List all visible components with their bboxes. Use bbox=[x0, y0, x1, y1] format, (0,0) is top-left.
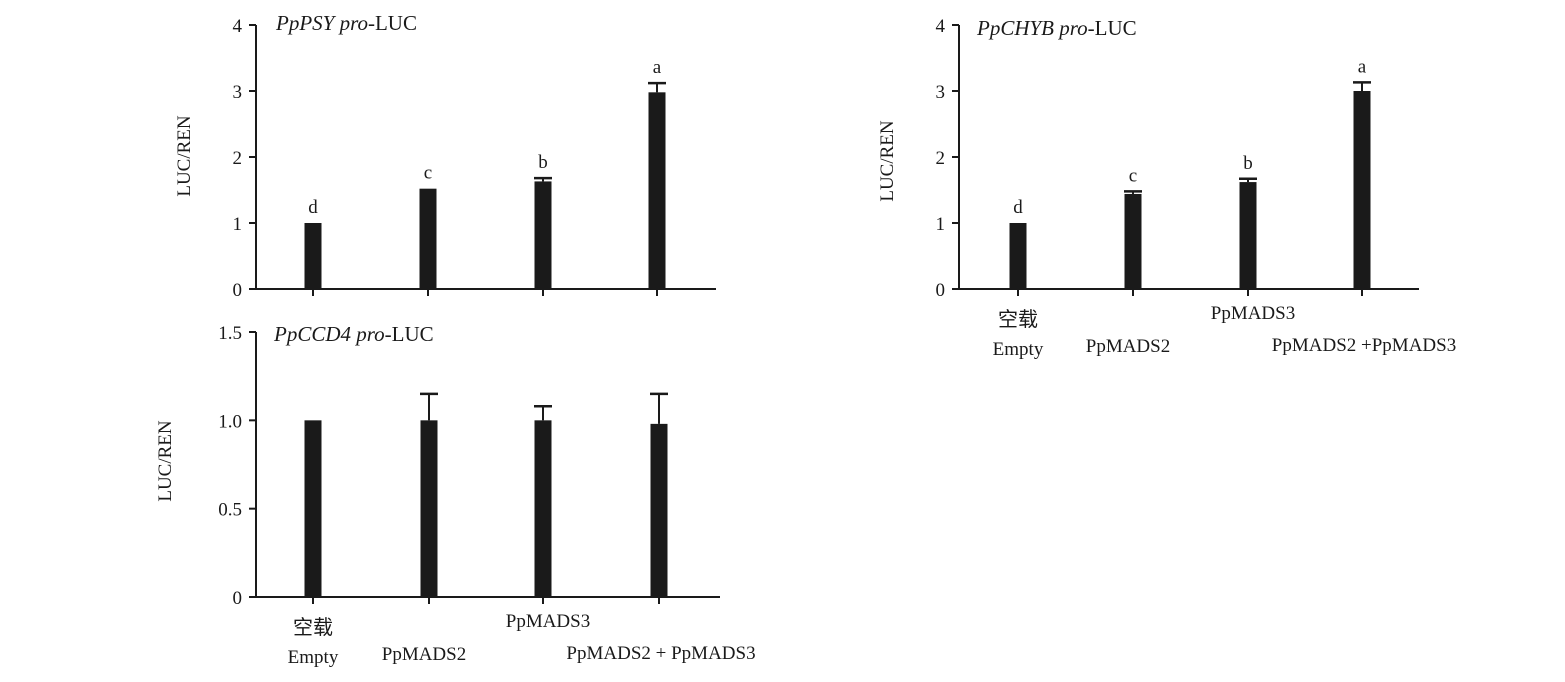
category-label-mads3: PpMADS3 bbox=[506, 611, 590, 632]
significance-letter: d bbox=[1013, 197, 1023, 218]
category-label-empty-zh: 空载 bbox=[998, 307, 1038, 331]
y-tick-label: 0 bbox=[233, 588, 243, 609]
y-tick-label: 1.0 bbox=[218, 411, 242, 432]
y-tick-label: 3 bbox=[936, 82, 946, 103]
y-tick-label: 1 bbox=[936, 214, 946, 235]
y-tick-label: 1 bbox=[233, 214, 243, 235]
category-label-empty-zh: 空载 bbox=[293, 615, 333, 639]
panel-title: PpCCD4 pro-LUC bbox=[273, 322, 434, 346]
category-label-empty: Empty bbox=[993, 339, 1044, 360]
chart-panel-1: 0 1 2 3 4 LUC/REN PpPSY pro-LUC d c b a bbox=[174, 11, 716, 301]
category-label-combo: PpMADS2 +PpMADS3 bbox=[1272, 335, 1456, 356]
bar-3 bbox=[1239, 182, 1257, 289]
significance-letter: b bbox=[1243, 153, 1253, 174]
y-axis-label: LUC/REN bbox=[155, 420, 176, 502]
significance-letter: c bbox=[424, 163, 432, 184]
bar-4 bbox=[648, 92, 666, 289]
chart-panel-3: 0 0.5 1.0 1.5 LUC/REN PpCCD4 pro-LUC 空载 Empty Pp… bbox=[155, 322, 756, 668]
y-tick-label: 4 bbox=[936, 16, 946, 37]
significance-letter: a bbox=[1358, 56, 1367, 77]
bar-1 bbox=[304, 420, 322, 597]
category-label-empty: Empty bbox=[288, 647, 339, 668]
category-label-mads3: PpMADS3 bbox=[1211, 303, 1295, 324]
y-tick-label: 0 bbox=[233, 280, 243, 301]
significance-letter: d bbox=[308, 197, 318, 218]
bar-1 bbox=[304, 223, 322, 289]
significance-letter: b bbox=[538, 152, 548, 173]
bar-4 bbox=[650, 423, 668, 597]
y-tick-label: 3 bbox=[233, 82, 243, 103]
panel-title: PpCHYB pro-LUC bbox=[976, 16, 1137, 40]
significance-letter: c bbox=[1129, 165, 1137, 186]
bar-1 bbox=[1009, 223, 1027, 289]
bar-2 bbox=[420, 420, 438, 597]
bar-4 bbox=[1353, 91, 1371, 289]
y-tick-label: 0.5 bbox=[218, 500, 242, 521]
y-tick-label: 1.5 bbox=[218, 323, 242, 344]
y-tick-label: 2 bbox=[233, 148, 243, 169]
y-axis-label: LUC/REN bbox=[174, 115, 195, 197]
y-axis-label: LUC/REN bbox=[877, 120, 898, 202]
category-label-combo: PpMADS2 + PpMADS3 bbox=[566, 643, 755, 664]
category-label-mads2: PpMADS2 bbox=[1086, 336, 1170, 357]
category-label-mads2: PpMADS2 bbox=[382, 644, 466, 665]
y-tick-label: 2 bbox=[936, 148, 946, 169]
bar-2 bbox=[419, 188, 437, 289]
y-tick-label: 0 bbox=[936, 280, 946, 301]
panel-title: PpPSY pro-LUC bbox=[275, 11, 417, 35]
y-tick-label: 4 bbox=[233, 16, 243, 37]
bar-3 bbox=[534, 181, 552, 289]
significance-letter: a bbox=[653, 57, 662, 78]
bar-3 bbox=[534, 420, 552, 597]
chart-panel-2: 0 1 2 3 4 LUC/REN PpCHYB pro-LUC d c b a 空载 Empty PpM… bbox=[877, 16, 1456, 360]
bar-2 bbox=[1124, 193, 1142, 289]
